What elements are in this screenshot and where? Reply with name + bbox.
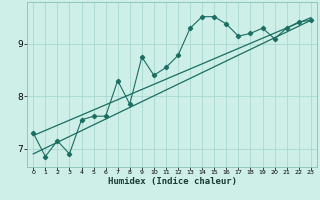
- X-axis label: Humidex (Indice chaleur): Humidex (Indice chaleur): [108, 177, 236, 186]
